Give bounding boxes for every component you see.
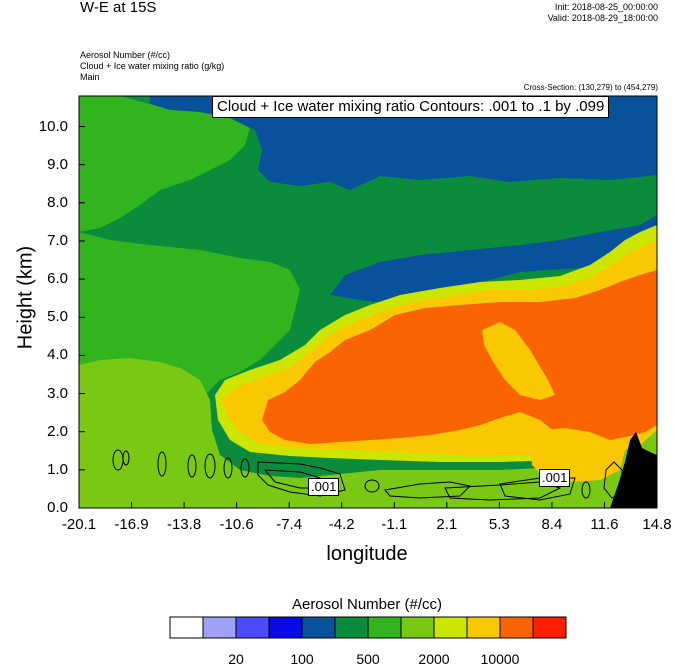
tick-marks [78, 126, 658, 509]
figure-title: W-E at 15S [80, 0, 157, 16]
field-label-cloud: Cloud + Ice water mixing ratio (g/kg) [80, 61, 225, 71]
heatmap-field [79, 96, 657, 508]
region-orange [262, 270, 657, 444]
y-tick-label: 5.0 [47, 308, 68, 326]
x-tick-label: 14.8 [642, 516, 672, 533]
region-green-left [79, 96, 250, 232]
contour-label: .001 [308, 478, 340, 496]
x-tick-label: 2.1 [436, 516, 458, 533]
y-tick-label: 3.0 [47, 384, 68, 402]
colorbar-label: 2000 [418, 651, 450, 667]
colorbar-label: 20 [228, 651, 244, 667]
region-lime [79, 350, 657, 508]
y-axis-label: Height (km) [14, 245, 37, 350]
valid-time: Valid: 2018-08-29_18:00:00 [547, 13, 658, 23]
colorbar-swatch [235, 616, 270, 639]
init-time: Init: 2018-08-25_00:00:00 [554, 2, 658, 12]
colorbar-swatch [202, 616, 237, 639]
colorbar-swatch [433, 616, 468, 639]
colorbar-title: Aerosol Number (#/cc) [291, 596, 443, 613]
y-tick-label: 1.0 [47, 460, 68, 478]
colorbar-swatch [268, 616, 303, 639]
region-gold-pocket [482, 322, 555, 400]
colorbar [169, 616, 567, 639]
colorbar-label: 100 [290, 651, 314, 667]
colorbar-swatch [334, 616, 369, 639]
region-gold-right [530, 428, 625, 482]
colorbar-swatch [466, 616, 501, 639]
y-tick-label: 9.0 [47, 155, 68, 173]
y-tick-label: 0.0 [47, 499, 68, 516]
field-label-main: Main [80, 72, 100, 82]
colorbar-swatch [301, 616, 336, 639]
region-blue-mid [330, 215, 657, 305]
x-tick-label: 11.6 [590, 516, 619, 533]
colorbar-swatch [532, 616, 567, 639]
region-light-green [79, 232, 657, 508]
field-label-aerosol: Aerosol Number (#/cc) [80, 50, 171, 60]
colorbar-swatch [367, 616, 402, 639]
colorbar-label: 10000 [480, 651, 520, 667]
contour-label: .001 [539, 469, 571, 487]
colorbar-swatch [400, 616, 435, 639]
x-tick-label: 5.3 [488, 516, 510, 533]
colorbar-swatch [169, 616, 204, 639]
x-tick-label: -1.1 [381, 516, 408, 533]
region-blue-upper [150, 96, 657, 190]
y-tick-label: 8.0 [47, 193, 68, 211]
y-tick-label: 10.0 [38, 117, 68, 135]
y-tick-label: 4.0 [47, 346, 68, 364]
x-tick-label: -16.9 [114, 516, 149, 533]
y-tick-label: 6.0 [47, 270, 68, 288]
x-tick-label: 8.4 [541, 516, 563, 533]
x-tick-label: -10.6 [219, 516, 254, 533]
x-tick-label: -20.1 [61, 516, 97, 533]
contour-info-box: Cloud + Ice water mixing ratio Contours:… [212, 96, 610, 118]
colorbar-label: 500 [356, 651, 380, 667]
x-axis-label: longitude [326, 543, 408, 565]
x-tick-label: -7.4 [276, 516, 303, 533]
x-tick-label: -4.2 [328, 516, 355, 533]
colorbar-swatch [499, 616, 534, 639]
y-tick-label: 2.0 [47, 422, 68, 440]
cross-section-label: Cross-Section: (130,279) to (454,279) [523, 83, 658, 92]
y-tick-label: 7.0 [47, 231, 68, 249]
cloud-contours [112, 449, 623, 501]
x-tick-label: -13.8 [166, 516, 202, 533]
